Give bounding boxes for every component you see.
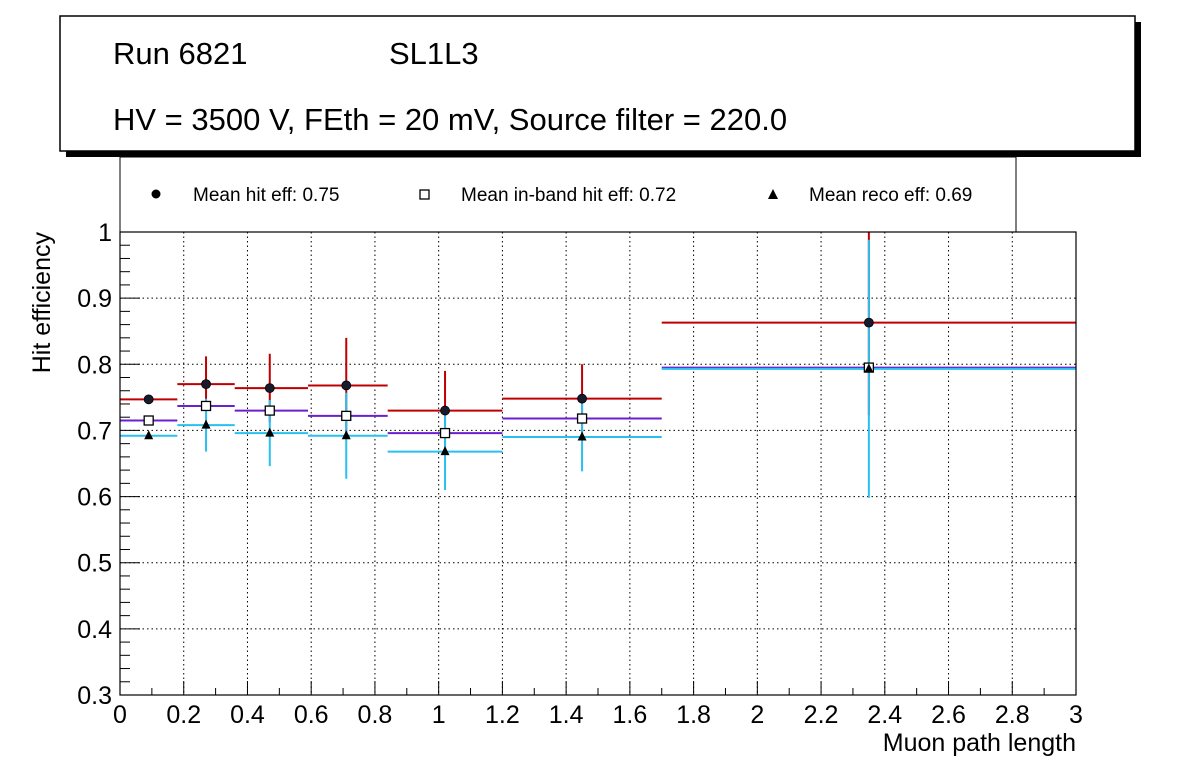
legend-hit-marker xyxy=(151,189,161,199)
x-tick-labels: 0 0.2 0.4 0.6 0.8 1 1.2 1.4 1.6 1.8 2 2.2 2.4 2.6 2.8 3 xyxy=(113,701,1083,729)
reco-marker xyxy=(864,363,874,373)
reco-marker xyxy=(144,430,154,440)
grid-lines xyxy=(120,232,1076,695)
x-tick-label: 2.6 xyxy=(931,701,966,729)
settings-label: HV = 3500 V, FEth = 20 mV, Source filter… xyxy=(113,102,787,137)
x-tick-label: 2 xyxy=(750,701,764,729)
reco-marker xyxy=(265,427,275,437)
hit-marker xyxy=(577,393,587,404)
header-box xyxy=(59,15,1136,152)
x-tick-label: 2.8 xyxy=(995,701,1030,729)
data-markers xyxy=(143,317,875,456)
x-tick-label: 2.4 xyxy=(867,701,902,729)
hit-marker xyxy=(440,405,450,416)
reco-marker xyxy=(577,431,587,441)
x-tick-label: 1.2 xyxy=(485,701,520,729)
x-tick-label: 0 xyxy=(113,701,127,729)
x-tick-label: 1.4 xyxy=(549,701,584,729)
hit-marker xyxy=(143,394,154,405)
inband-marker xyxy=(576,413,588,424)
x-tick-label: 3 xyxy=(1069,701,1083,729)
inband-marker xyxy=(143,415,154,426)
y-tick-label: 0.3 xyxy=(77,682,112,710)
y-tick-label: 0.6 xyxy=(77,484,112,512)
y-axis-label: Hit efficiency xyxy=(28,232,56,374)
x-tick-label: 1 xyxy=(432,701,446,729)
x-tick-label: 0.2 xyxy=(166,701,201,729)
hit-marker xyxy=(341,380,352,391)
y-tick-label: 0.8 xyxy=(77,351,112,379)
y-tick-label: 0.5 xyxy=(77,550,112,578)
x-axis-label: Muon path length xyxy=(883,729,1076,757)
legend-box xyxy=(119,156,1017,233)
legend-reco-marker xyxy=(768,189,778,199)
y-tick-label: 0.4 xyxy=(77,616,112,644)
y-tick-labels: 0.3 0.4 0.5 0.6 0.7 0.8 0.9 1 xyxy=(77,219,112,710)
x-tick-label: 0.6 xyxy=(294,701,329,729)
layer-label: SL1L3 xyxy=(389,36,479,71)
reco-marker xyxy=(201,419,211,429)
x-tick-label: 0.8 xyxy=(358,701,393,729)
y-tick-label: 1 xyxy=(98,219,112,247)
y-tick-label: 0.9 xyxy=(77,285,112,313)
x-tick-label: 2.2 xyxy=(804,701,839,729)
legend-reco-label: Mean reco eff: 0.69 xyxy=(809,185,972,206)
inband-marker xyxy=(264,405,275,416)
inband-marker xyxy=(341,410,352,422)
x-tick-label: 1.6 xyxy=(612,701,647,729)
y-tick-label: 0.7 xyxy=(77,417,112,445)
x-tick-label: 1.8 xyxy=(676,701,711,729)
axis-ticks xyxy=(119,231,1077,696)
hit-marker xyxy=(201,379,211,390)
reco-marker xyxy=(440,446,450,456)
hit-marker xyxy=(863,317,874,328)
run-label: Run 6821 xyxy=(113,36,247,71)
x-tick-label: 0.4 xyxy=(230,701,265,729)
legend-inband-label: Mean in-band hit eff: 0.72 xyxy=(461,185,676,206)
legend-inband-marker xyxy=(419,189,430,200)
inband-marker xyxy=(200,400,212,412)
reco-marker xyxy=(341,430,351,440)
hit-marker xyxy=(264,383,275,393)
plot-area xyxy=(120,232,1076,695)
inband-marker xyxy=(439,427,451,439)
legend-hit-label: Mean hit eff: 0.75 xyxy=(193,185,339,206)
